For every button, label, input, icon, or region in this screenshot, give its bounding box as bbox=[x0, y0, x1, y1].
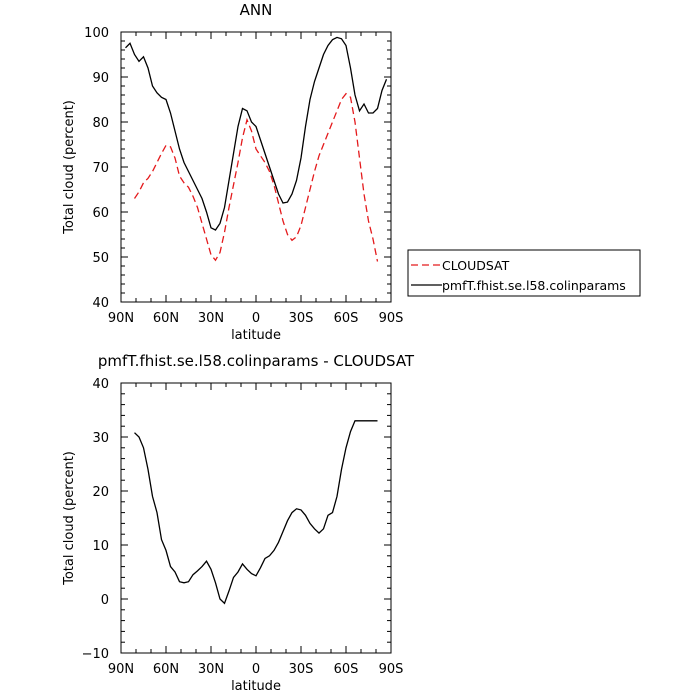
x-tick-label: 0 bbox=[252, 662, 260, 677]
x-tick-label: 30N bbox=[198, 662, 224, 677]
x-axis-title: latitude bbox=[231, 328, 281, 343]
y-axis-title: Total cloud (percent) bbox=[62, 100, 77, 235]
series-line-cloudsat bbox=[133, 92, 379, 262]
plot-frame bbox=[120, 382, 392, 654]
x-tick-label: 60S bbox=[334, 662, 359, 677]
x-tick-label: 60N bbox=[153, 662, 179, 677]
legend-box bbox=[407, 249, 641, 297]
y-tick-label: 20 bbox=[92, 485, 109, 500]
x-tick-label: 30S bbox=[289, 662, 314, 677]
plot-frame bbox=[120, 31, 392, 303]
x-axis-title: latitude bbox=[231, 679, 281, 694]
legend-label: CLOUDSAT bbox=[442, 258, 510, 273]
top-panel: ANN 90N 60N 30N 0 30S 60S 90S 40 50 60 70 80 90 100 lat… bbox=[62, 1, 641, 343]
y-tick-label: 10 bbox=[92, 539, 109, 554]
x-tick-label: 90S bbox=[379, 662, 404, 677]
y-tick-label: 70 bbox=[92, 161, 109, 176]
y-tick-label: 0 bbox=[101, 593, 109, 608]
x-tick-label: 30N bbox=[198, 311, 224, 326]
legend: CLOUDSAT pmfT.fhist.se.l58.colinparams bbox=[407, 249, 641, 297]
y-tick-label: 40 bbox=[92, 296, 109, 311]
y-tick-label: 30 bbox=[92, 431, 109, 446]
y-tick-label: −10 bbox=[82, 647, 109, 662]
y-tick-label: 60 bbox=[92, 206, 109, 221]
y-tick-label: 100 bbox=[84, 26, 109, 41]
x-tick-label: 30S bbox=[289, 311, 314, 326]
difference-series-line bbox=[134, 420, 378, 605]
legend-label: pmfT.fhist.se.l58.colinparams bbox=[442, 278, 626, 293]
y-tick-label: 80 bbox=[92, 116, 109, 131]
x-tick-label: 0 bbox=[252, 311, 260, 326]
series-line-pmft-fhist-se-l58-colinparams bbox=[125, 36, 388, 231]
chart-title: ANN bbox=[240, 1, 273, 19]
y-tick-label: 40 bbox=[92, 377, 109, 392]
y-tick-label: 50 bbox=[92, 251, 109, 266]
y-tick-label: 90 bbox=[92, 71, 109, 86]
x-tick-label: 60S bbox=[334, 311, 359, 326]
x-tick-label: 90N bbox=[108, 662, 134, 677]
y-axis-title: Total cloud (percent) bbox=[62, 451, 77, 586]
x-tick-label: 90S bbox=[379, 311, 404, 326]
chart-title: pmfT.fhist.se.l58.colinparams - CLOUDSAT bbox=[98, 352, 415, 370]
x-tick-label: 90N bbox=[108, 311, 134, 326]
bottom-panel: pmfT.fhist.se.l58.colinparams - CLOUDSAT… bbox=[62, 352, 415, 694]
x-tick-label: 60N bbox=[153, 311, 179, 326]
